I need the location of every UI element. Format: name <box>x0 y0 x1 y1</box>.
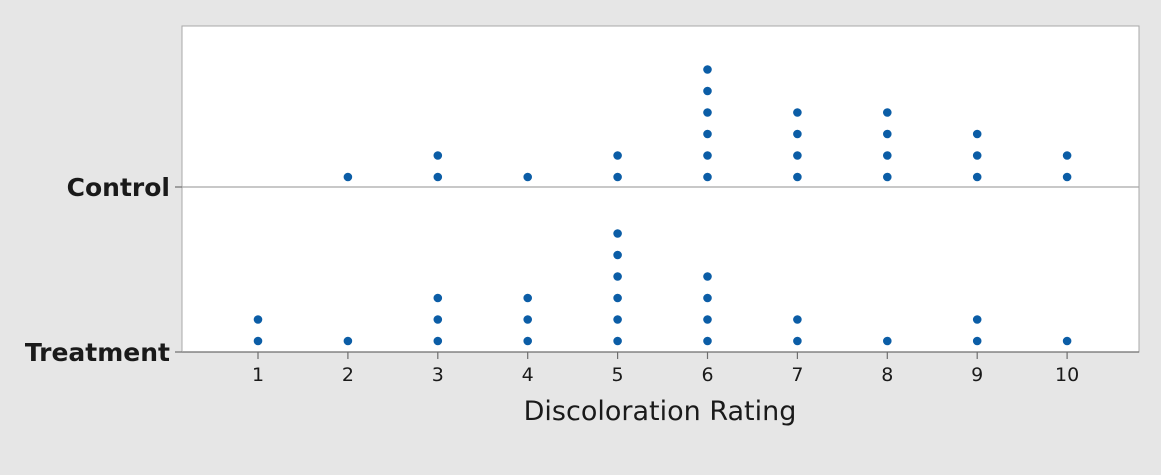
data-point-control <box>523 172 532 182</box>
data-point-control <box>703 65 712 74</box>
group-labels: Control Treatment <box>25 173 182 367</box>
data-point-treatment <box>972 315 982 324</box>
data-point-treatment <box>703 315 712 324</box>
x-tick-label: 7 <box>791 364 803 386</box>
x-tick-label: 9 <box>971 364 983 386</box>
x-tick-label: 2 <box>342 364 354 386</box>
data-point-treatment <box>972 336 982 346</box>
data-point-control <box>433 151 443 160</box>
data-point-treatment <box>523 336 532 346</box>
x-ticks: 1 2 3 4 5 6 7 8 9 10 <box>252 352 1079 386</box>
data-point-control <box>972 129 982 139</box>
group-label-treatment: Treatment <box>25 338 170 367</box>
data-point-control <box>433 172 443 182</box>
data-point-control <box>703 151 712 160</box>
data-point-treatment <box>433 293 443 303</box>
data-point-control <box>972 151 982 160</box>
data-point-control <box>793 129 802 139</box>
data-point-control <box>883 129 892 139</box>
data-point-treatment <box>343 336 353 346</box>
data-point-treatment <box>523 293 532 303</box>
data-point-control <box>343 172 353 182</box>
data-point-treatment <box>793 336 802 346</box>
x-tick-label: 1 <box>252 364 264 386</box>
data-point-control <box>793 108 802 117</box>
data-point-treatment <box>883 336 892 346</box>
plot-area <box>181 25 1140 353</box>
data-point-treatment <box>613 336 622 346</box>
x-tick-label: 8 <box>881 364 893 386</box>
data-point-treatment <box>253 315 263 324</box>
data-point-control <box>613 172 622 182</box>
data-point-treatment <box>433 336 443 346</box>
data-point-control <box>793 151 802 160</box>
x-tick-label: 5 <box>612 364 624 386</box>
x-axis-label: Discoloration Rating <box>524 396 797 427</box>
data-point-control <box>793 172 802 182</box>
data-point-control <box>1062 151 1072 160</box>
data-point-treatment <box>433 315 443 324</box>
x-tick-label: 10 <box>1055 364 1079 386</box>
data-point-control <box>703 129 712 139</box>
data-point-treatment <box>613 272 622 281</box>
group-label-control: Control <box>67 173 170 202</box>
data-point-control <box>703 108 712 117</box>
data-point-treatment <box>1062 336 1072 346</box>
data-point-control <box>703 86 712 96</box>
data-point-control <box>613 151 622 160</box>
data-point-treatment <box>703 336 712 346</box>
data-point-control <box>1062 172 1072 182</box>
data-point-treatment <box>703 272 712 281</box>
data-point-treatment <box>253 336 263 346</box>
data-point-control <box>883 172 892 182</box>
data-point-treatment <box>613 229 622 238</box>
data-point-control <box>883 151 892 160</box>
data-point-treatment <box>793 315 802 324</box>
x-tick-label: 3 <box>432 364 444 386</box>
data-point-control <box>883 108 892 117</box>
x-tick-label: 4 <box>522 364 534 386</box>
data-point-treatment <box>703 293 712 303</box>
data-point-control <box>972 172 982 182</box>
x-tick-label: 6 <box>701 364 713 386</box>
data-point-treatment <box>613 293 622 303</box>
data-point-control <box>703 172 712 182</box>
data-point-treatment <box>523 315 532 324</box>
dots <box>253 65 1072 346</box>
data-point-treatment <box>613 315 622 324</box>
data-point-treatment <box>613 250 622 260</box>
